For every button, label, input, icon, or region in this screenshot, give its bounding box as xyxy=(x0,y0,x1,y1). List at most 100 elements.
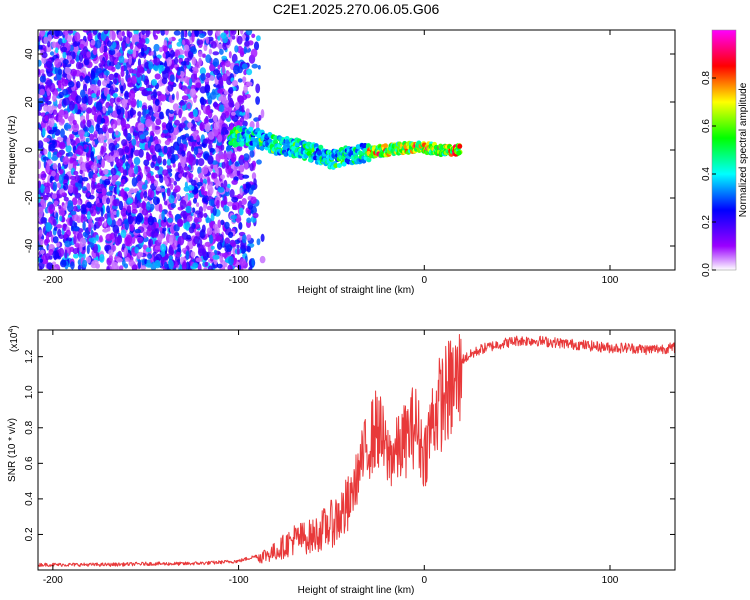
heatmap-cell xyxy=(165,122,173,131)
heatmap-cell xyxy=(220,219,225,226)
heatmap-cell xyxy=(188,226,195,234)
heatmap-cell xyxy=(140,265,147,270)
heatmap-cell xyxy=(230,152,237,163)
heatmap-cell xyxy=(39,88,45,96)
heatmap-cell xyxy=(38,36,41,42)
heatmap-cell xyxy=(192,66,199,71)
heatmap-cell xyxy=(212,102,219,108)
heatmap-cell xyxy=(212,114,218,123)
heatmap-cell xyxy=(172,125,180,136)
heatmap-cell xyxy=(138,100,143,108)
heatmap-cell xyxy=(107,65,114,71)
heatmap-cell xyxy=(236,248,240,255)
heatmap-cell xyxy=(77,264,82,270)
heatmap-cell xyxy=(185,261,190,270)
heatmap-cell xyxy=(68,185,74,194)
heatmap-cell xyxy=(75,182,79,187)
heatmap-cell xyxy=(186,60,190,66)
heatmap-cell xyxy=(260,109,265,119)
heatmap-cell xyxy=(153,233,159,238)
heatmap-cell xyxy=(44,45,52,53)
heatmap-cell xyxy=(95,67,103,74)
heatmap-cell xyxy=(43,36,48,44)
heatmap-cell xyxy=(79,237,87,248)
heatmap-cell xyxy=(204,241,212,247)
heatmap-cell xyxy=(182,39,186,46)
heatmap-cell xyxy=(120,77,125,86)
heatmap-cell xyxy=(239,187,243,196)
heatmap-cell xyxy=(137,122,145,132)
snr-y-tick-label: 0.2 xyxy=(24,527,35,541)
heatmap-cell xyxy=(127,31,133,38)
heatmap-cell xyxy=(201,166,209,175)
heatmap-cell xyxy=(210,245,215,250)
heatmap-cell xyxy=(52,109,58,115)
heatmap-cell xyxy=(255,83,261,94)
heatmap-cell xyxy=(206,217,212,223)
svg-text:(x104): (x104) xyxy=(8,325,20,352)
heatmap-cell xyxy=(56,136,64,142)
heatmap-cell xyxy=(238,164,245,173)
heatmap-cell xyxy=(183,44,190,52)
heatmap-cell xyxy=(224,237,230,245)
heatmap-cell xyxy=(102,79,108,87)
heatmap-y-label: Frequency (Hz) xyxy=(7,116,18,185)
heatmap-cell xyxy=(129,164,135,169)
heatmap-cell xyxy=(187,103,191,110)
snr-x-label: Height of straight line (km) xyxy=(298,585,415,596)
heatmap-cell xyxy=(67,151,74,157)
heatmap-cell xyxy=(145,247,152,253)
heatmap-cell xyxy=(167,217,174,223)
heatmap-cell xyxy=(69,175,77,180)
heatmap-cell xyxy=(150,175,155,186)
heatmap-cell xyxy=(51,170,56,177)
heatmap-cell xyxy=(177,235,185,246)
colorbar-tick-label: 0.4 xyxy=(701,167,712,181)
heatmap-cell xyxy=(145,118,152,128)
heatmap-cell xyxy=(131,138,137,146)
heatmap-cell xyxy=(232,201,240,211)
heatmap-cell xyxy=(190,46,197,53)
heatmap-cell xyxy=(146,90,154,95)
heatmap-cell xyxy=(190,179,197,186)
heatmap-cell xyxy=(198,172,204,179)
heatmap-cell xyxy=(52,250,59,260)
heatmap-cell xyxy=(162,158,167,166)
heatmap-cell xyxy=(199,67,206,75)
heatmap-cell xyxy=(147,253,153,260)
heatmap-cell xyxy=(100,207,104,217)
heatmap-cell xyxy=(255,96,260,105)
heatmap-cell xyxy=(166,168,173,173)
heatmap-cell xyxy=(116,209,120,218)
heatmap-cell xyxy=(212,51,220,56)
heatmap-cell xyxy=(132,48,137,58)
heatmap-cell xyxy=(69,113,75,121)
heatmap-cell xyxy=(151,78,158,86)
heatmap-cell xyxy=(62,97,70,106)
colorbar-label: Normalized spectral amplitude xyxy=(738,82,749,217)
heatmap-cell xyxy=(39,84,45,91)
heatmap-cell xyxy=(53,226,58,231)
heatmap-cell xyxy=(43,182,51,187)
heatmap-cell xyxy=(230,30,237,36)
heatmap-cell xyxy=(239,111,246,116)
heatmap-cell xyxy=(83,144,87,150)
heatmap-cell xyxy=(336,163,342,168)
heatmap-cell xyxy=(202,248,207,257)
heatmap-cell xyxy=(44,185,51,195)
heatmap-cell xyxy=(227,183,231,189)
heatmap-cell xyxy=(132,132,138,137)
heatmap-cell xyxy=(207,265,214,270)
heatmap-cell xyxy=(152,122,156,132)
heatmap-cell xyxy=(112,93,119,98)
heatmap-cell xyxy=(75,61,83,70)
heatmap-cell xyxy=(162,70,169,80)
heatmap-cell xyxy=(220,61,226,67)
heatmap-cell xyxy=(153,34,158,40)
heatmap-cell xyxy=(52,181,58,192)
snr-y-tick-label: 0.6 xyxy=(24,456,35,470)
heatmap-cell xyxy=(246,245,251,253)
heatmap-cell xyxy=(188,153,194,163)
heatmap-cell xyxy=(43,137,50,143)
heatmap-cell xyxy=(133,149,141,157)
